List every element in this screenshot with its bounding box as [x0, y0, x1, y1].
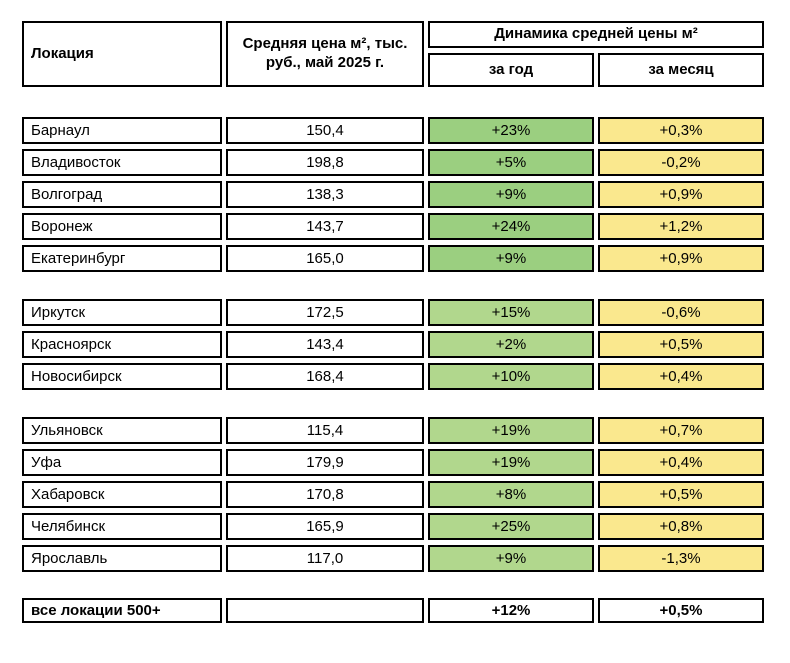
year-change-cell: +9%	[428, 181, 594, 208]
city-cell: Воронеж	[22, 213, 222, 240]
totals-month-change-cell: +0,5%	[598, 598, 764, 623]
city-cell: Челябинск	[22, 513, 222, 540]
table-header: Локация Средняя цена м², тыс. руб., май …	[22, 21, 790, 87]
month-change-cell: -0,2%	[598, 149, 764, 176]
header-location: Локация	[22, 21, 222, 87]
city-cell: Барнаул	[22, 117, 222, 144]
price-cell: 165,0	[226, 245, 424, 272]
month-change-cell: -1,3%	[598, 545, 764, 572]
year-change-cell: +8%	[428, 481, 594, 508]
year-change-cell: +5%	[428, 149, 594, 176]
month-change-cell: +0,7%	[598, 417, 764, 444]
city-cell: Екатеринбург	[22, 245, 222, 272]
city-cell: Уфа	[22, 449, 222, 476]
year-change-cell: +23%	[428, 117, 594, 144]
table-row: Челябинск 165,9 +25% +0,8%	[22, 513, 790, 540]
city-cell: Ярославль	[22, 545, 222, 572]
year-change-cell: +25%	[428, 513, 594, 540]
year-change-cell: +9%	[428, 545, 594, 572]
totals-year-change-cell: +12%	[428, 598, 594, 623]
city-cell: Иркутск	[22, 299, 222, 326]
price-table: Локация Средняя цена м², тыс. руб., май …	[22, 21, 790, 623]
month-change-cell: -0,6%	[598, 299, 764, 326]
year-change-cell: +2%	[428, 331, 594, 358]
year-change-cell: +19%	[428, 417, 594, 444]
price-cell: 172,5	[226, 299, 424, 326]
price-cell: 168,4	[226, 363, 424, 390]
price-cell: 117,0	[226, 545, 424, 572]
price-cell: 198,8	[226, 149, 424, 176]
year-change-cell: +10%	[428, 363, 594, 390]
month-change-cell: +0,9%	[598, 181, 764, 208]
header-month-change: за месяц	[598, 53, 764, 87]
totals-label-cell: все локации 500+	[22, 598, 222, 623]
table-row: Хабаровск 170,8 +8% +0,5%	[22, 481, 790, 508]
year-change-cell: +9%	[428, 245, 594, 272]
table-row: Уфа 179,9 +19% +0,4%	[22, 449, 790, 476]
price-cell: 143,4	[226, 331, 424, 358]
table-row: Екатеринбург 165,0 +9% +0,9%	[22, 245, 790, 272]
table-row: Новосибирск 168,4 +10% +0,4%	[22, 363, 790, 390]
city-cell: Ульяновск	[22, 417, 222, 444]
month-change-cell: +0,3%	[598, 117, 764, 144]
price-cell: 138,3	[226, 181, 424, 208]
price-cell: 150,4	[226, 117, 424, 144]
year-change-cell: +19%	[428, 449, 594, 476]
city-cell: Красноярск	[22, 331, 222, 358]
price-cell: 170,8	[226, 481, 424, 508]
price-cell: 143,7	[226, 213, 424, 240]
table-row: Волгоград 138,3 +9% +0,9%	[22, 181, 790, 208]
table-row: Ульяновск 115,4 +19% +0,7%	[22, 417, 790, 444]
price-cell: 115,4	[226, 417, 424, 444]
table-row: Красноярск 143,4 +2% +0,5%	[22, 331, 790, 358]
city-group-1: Барнаул 150,4 +23% +0,3% Владивосток 198…	[22, 117, 790, 272]
city-cell: Владивосток	[22, 149, 222, 176]
year-change-cell: +24%	[428, 213, 594, 240]
city-cell: Волгоград	[22, 181, 222, 208]
totals-price-cell	[226, 598, 424, 623]
year-change-cell: +15%	[428, 299, 594, 326]
city-cell: Хабаровск	[22, 481, 222, 508]
header-dynamics: Динамика средней цены м²	[428, 21, 764, 48]
totals-row: все локации 500+ +12% +0,5%	[22, 598, 790, 623]
city-group-2: Иркутск 172,5 +15% -0,6% Красноярск 143,…	[22, 299, 790, 390]
price-cell: 165,9	[226, 513, 424, 540]
price-cell: 179,9	[226, 449, 424, 476]
month-change-cell: +1,2%	[598, 213, 764, 240]
header-avg-price: Средняя цена м², тыс. руб., май 2025 г.	[226, 21, 424, 87]
table-row: Барнаул 150,4 +23% +0,3%	[22, 117, 790, 144]
table-row: Владивосток 198,8 +5% -0,2%	[22, 149, 790, 176]
month-change-cell: +0,9%	[598, 245, 764, 272]
city-group-3: Ульяновск 115,4 +19% +0,7% Уфа 179,9 +19…	[22, 417, 790, 572]
table-row: Ярославль 117,0 +9% -1,3%	[22, 545, 790, 572]
city-cell: Новосибирск	[22, 363, 222, 390]
header-year-change: за год	[428, 53, 594, 87]
month-change-cell: +0,5%	[598, 481, 764, 508]
month-change-cell: +0,4%	[598, 449, 764, 476]
month-change-cell: +0,8%	[598, 513, 764, 540]
table-row: Воронеж 143,7 +24% +1,2%	[22, 213, 790, 240]
table-row: Иркутск 172,5 +15% -0,6%	[22, 299, 790, 326]
month-change-cell: +0,5%	[598, 331, 764, 358]
month-change-cell: +0,4%	[598, 363, 764, 390]
